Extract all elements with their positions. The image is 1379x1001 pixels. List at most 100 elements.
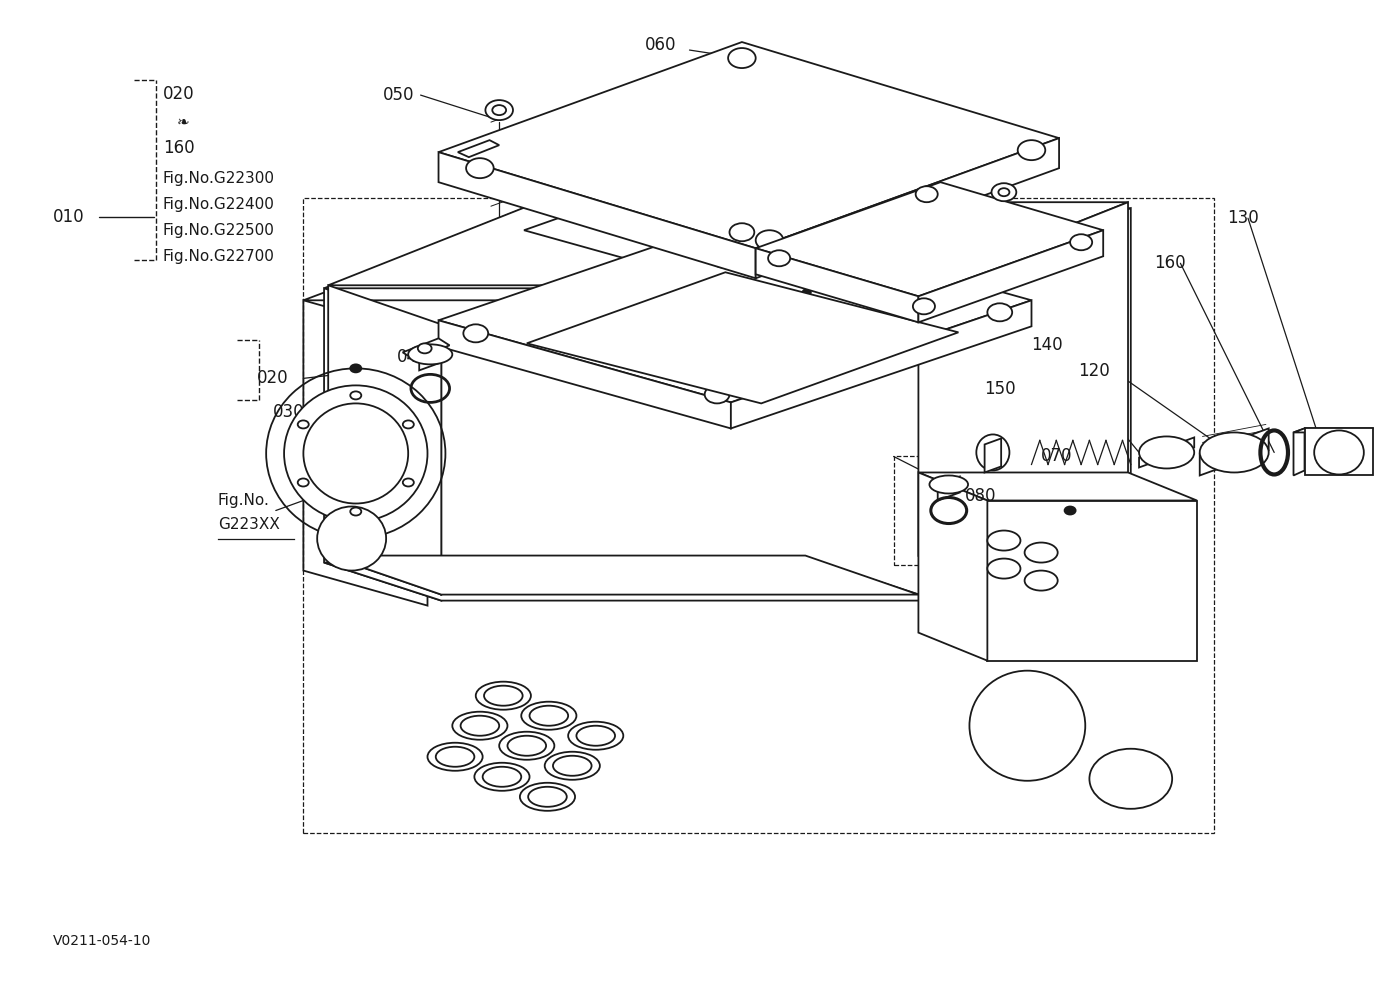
Ellipse shape [553,756,592,776]
Circle shape [403,478,414,486]
Circle shape [987,303,1012,321]
Text: Fig.No.G22700: Fig.No.G22700 [163,249,274,263]
Polygon shape [987,500,1197,661]
Text: Fig.No.G22300: Fig.No.G22300 [163,171,274,185]
Circle shape [1089,749,1172,809]
Circle shape [1018,140,1045,160]
Polygon shape [303,300,427,606]
Polygon shape [328,285,441,595]
Circle shape [641,317,650,323]
Ellipse shape [483,767,521,787]
Ellipse shape [476,682,531,710]
Text: 020: 020 [163,85,194,103]
Polygon shape [938,476,960,500]
Circle shape [1070,234,1092,250]
Polygon shape [439,320,731,428]
Text: 030: 030 [273,403,305,421]
Ellipse shape [528,787,567,807]
Polygon shape [324,288,441,601]
Circle shape [298,478,309,486]
Ellipse shape [1314,430,1364,474]
Polygon shape [756,182,1103,296]
Ellipse shape [303,403,408,504]
Circle shape [485,100,513,120]
Text: 160: 160 [1154,254,1186,272]
Polygon shape [1139,437,1194,467]
Polygon shape [931,208,1131,561]
Ellipse shape [987,559,1020,579]
Polygon shape [419,346,441,370]
Circle shape [298,420,309,428]
Circle shape [860,194,877,206]
Ellipse shape [969,671,1085,781]
Polygon shape [403,338,450,359]
Ellipse shape [976,434,1009,470]
Circle shape [705,385,729,403]
Ellipse shape [461,716,499,736]
Ellipse shape [1025,571,1058,591]
Circle shape [724,252,732,258]
Ellipse shape [545,752,600,780]
Polygon shape [328,202,1128,285]
Polygon shape [439,218,1031,402]
Circle shape [492,105,506,115]
Text: 090: 090 [656,377,688,395]
Circle shape [768,250,790,266]
Polygon shape [731,300,1031,428]
Text: 150: 150 [985,380,1016,398]
Polygon shape [324,563,938,601]
Circle shape [728,48,756,68]
Polygon shape [1200,428,1269,475]
Circle shape [916,186,938,202]
Ellipse shape [484,686,523,706]
Ellipse shape [929,475,968,493]
Text: 110: 110 [872,168,903,186]
Polygon shape [756,248,918,322]
Circle shape [872,238,888,250]
Bar [894,456,1098,565]
Circle shape [619,271,636,283]
Text: 140: 140 [1031,336,1063,354]
Ellipse shape [317,507,386,571]
Polygon shape [458,140,499,157]
Polygon shape [524,145,1034,305]
Polygon shape [324,208,1131,288]
Ellipse shape [507,736,546,756]
Circle shape [466,158,494,178]
Text: V0211-054-10: V0211-054-10 [52,934,150,948]
Polygon shape [918,230,1103,322]
Text: ❧: ❧ [177,115,189,129]
Polygon shape [918,472,1197,500]
Ellipse shape [408,344,452,364]
Polygon shape [439,152,756,278]
Ellipse shape [474,763,530,791]
Ellipse shape [1200,432,1269,472]
Polygon shape [918,202,1128,556]
Text: 080: 080 [965,487,997,506]
Text: 050: 050 [383,86,415,104]
Bar [303,198,1214,833]
Ellipse shape [568,722,623,750]
Circle shape [403,420,414,428]
Polygon shape [527,272,958,403]
Ellipse shape [427,743,483,771]
Circle shape [350,391,361,399]
Ellipse shape [520,783,575,811]
Text: G223XX: G223XX [218,518,280,532]
Polygon shape [303,220,1131,300]
Text: 010: 010 [52,208,84,226]
Ellipse shape [987,531,1020,551]
Ellipse shape [521,702,576,730]
Circle shape [729,223,754,241]
Polygon shape [328,556,918,595]
Ellipse shape [452,712,507,740]
Circle shape [992,183,1016,201]
Polygon shape [1294,428,1305,475]
Ellipse shape [703,248,753,272]
Circle shape [998,188,1009,196]
Polygon shape [439,42,1059,248]
Ellipse shape [530,706,568,726]
Polygon shape [1305,428,1373,475]
Circle shape [803,289,811,295]
Polygon shape [985,438,1001,472]
